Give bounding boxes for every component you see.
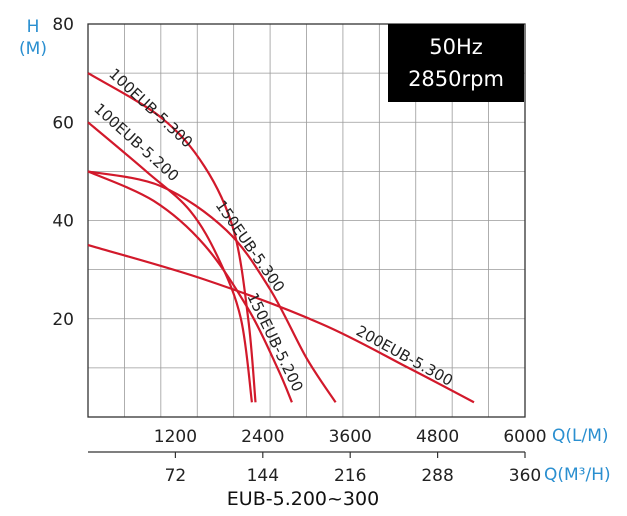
y-tick-label: 40 [52,212,74,232]
x2-axis-unit: Q(M³/H) [544,465,611,485]
y-tick-label: 20 [52,310,74,330]
x2-axis-ticks: 72 144 216 288 360 [165,452,541,486]
x2-tick-label: 360 [509,466,541,486]
x-tick-label: 6000 [503,427,546,447]
y-tick-label: 60 [52,113,74,133]
series-line-150eub-5-300 [87,170,337,403]
info-box-speed: 2850rpm [408,67,504,91]
y-tick-label: 80 [52,15,74,35]
x2-tick-label: 72 [165,466,187,486]
plot-frame [87,23,526,418]
series-line-100eub-5-300 [87,72,257,403]
curve-labels: 100EUB-5.300100EUB-5.200150EUB-5.300150E… [90,65,456,395]
x-tick-label: 1200 [154,427,197,447]
series-label: 200EUB-5.300 [353,322,456,390]
x-tick-label: 3600 [329,427,372,447]
x2-tick-label: 144 [247,466,279,486]
series-label: 150EUB-5.300 [212,197,289,296]
info-box: 50Hz 2850rpm [388,24,524,102]
x-axis-ticks: 1200 2400 3600 4800 6000 [154,427,547,447]
x2-tick-label: 288 [421,466,453,486]
y-axis-unit: (M) [19,39,47,59]
x-axis-unit: Q(L/M) [552,426,609,446]
x2-tick-label: 216 [334,466,366,486]
series-line-200eub-5-300 [87,244,475,404]
series-line-150eub-5-200 [87,170,293,403]
curves [87,72,475,404]
info-box-frequency: 50Hz [429,35,483,59]
info-box-background [388,24,524,102]
y-axis-label-h: H [27,17,40,37]
series-line-100eub-5-200 [87,121,253,403]
chart-title: EUB-5.200~300 [227,488,379,510]
x-tick-label: 4800 [416,427,459,447]
y-axis-ticks: 80 60 40 20 [52,15,74,330]
x-tick-label: 2400 [241,427,284,447]
